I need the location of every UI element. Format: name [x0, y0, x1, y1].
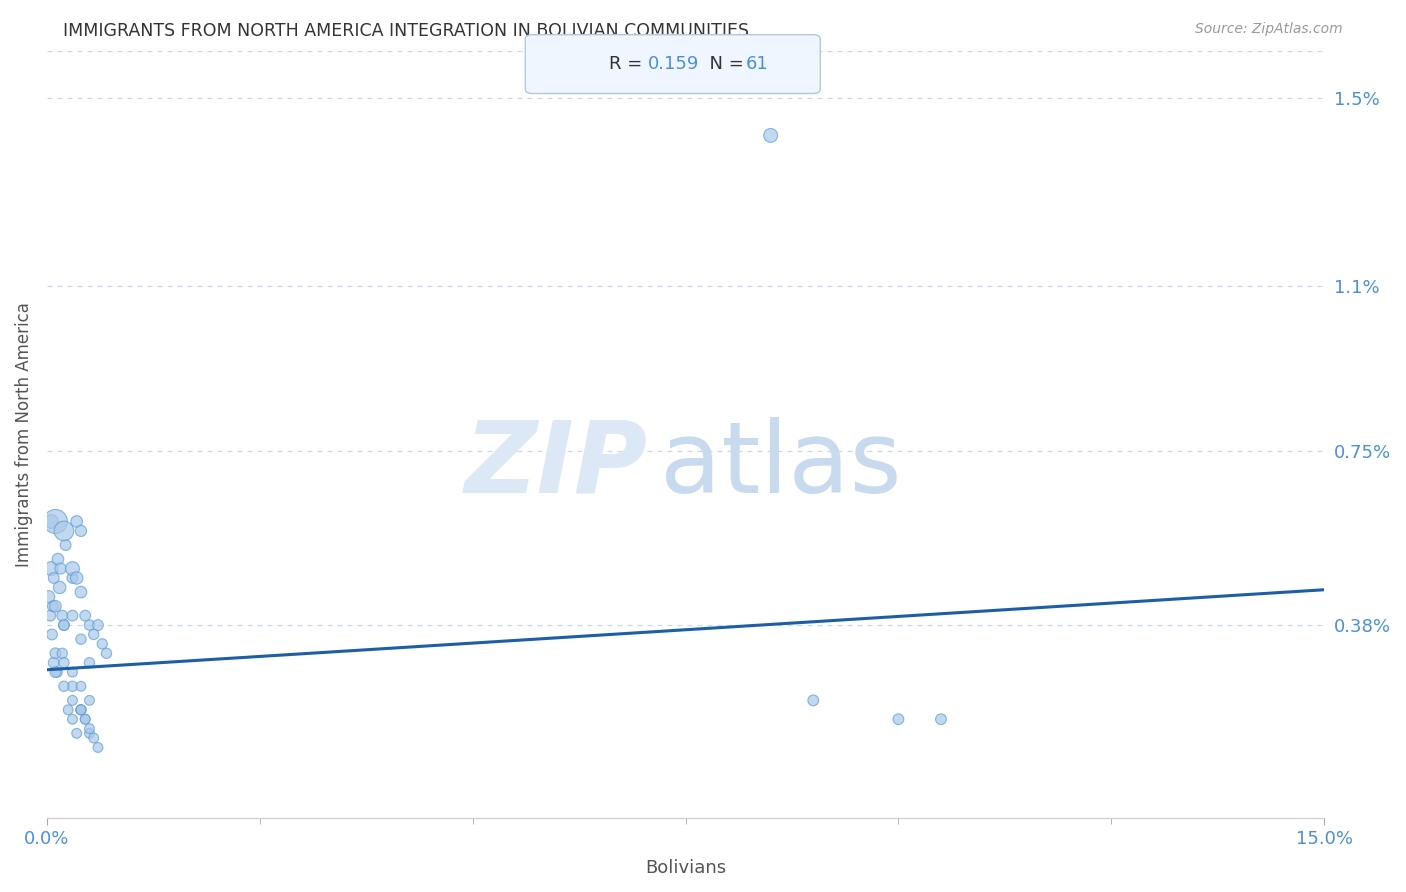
Point [46, 665, 69, 680]
Point [52, 618, 75, 632]
Point [62, 693, 84, 707]
Point [759, 128, 782, 143]
Point [44, 599, 66, 614]
Point [83, 627, 105, 641]
Point [42, 656, 65, 670]
Point [66, 726, 89, 740]
Point [79, 618, 101, 632]
Point [52, 618, 75, 632]
Point [83, 731, 105, 745]
Point [49, 561, 72, 575]
Point [70, 703, 93, 717]
Point [62, 712, 84, 726]
Text: atlas: atlas [659, 417, 901, 514]
Point [75, 712, 97, 726]
Point [52, 679, 75, 693]
Point [66, 515, 89, 529]
Point [42, 571, 65, 585]
Point [70, 585, 93, 599]
Point [51, 646, 73, 660]
Text: Source: ZipAtlas.com: Source: ZipAtlas.com [1195, 22, 1343, 37]
Point [44, 665, 66, 680]
Point [70, 703, 93, 717]
Point [44, 646, 66, 660]
Text: 61: 61 [745, 55, 769, 73]
Point [66, 571, 89, 585]
Point [79, 693, 101, 707]
Point [79, 656, 101, 670]
Y-axis label: Immigrants from North America: Immigrants from North America [15, 302, 32, 566]
Point [70, 679, 93, 693]
Point [41, 627, 63, 641]
Point [87, 740, 110, 755]
Point [62, 561, 84, 575]
Point [70, 703, 93, 717]
Point [62, 665, 84, 680]
Point [44, 515, 66, 529]
Point [75, 608, 97, 623]
Point [48, 581, 70, 595]
Point [62, 608, 84, 623]
Point [52, 524, 75, 538]
Point [70, 524, 93, 538]
Point [56, 703, 79, 717]
Point [75, 712, 97, 726]
Text: 0.159: 0.159 [647, 55, 699, 73]
Point [96, 646, 118, 660]
Point [46, 552, 69, 566]
Text: ZIP: ZIP [464, 417, 647, 514]
Point [929, 712, 952, 726]
Point [42, 599, 65, 614]
Point [55, 538, 77, 552]
Point [38, 590, 60, 604]
Point [39, 608, 62, 623]
Point [801, 693, 824, 707]
Text: R =: R = [609, 55, 648, 73]
Point [887, 712, 910, 726]
Text: IMMIGRANTS FROM NORTH AMERICA INTEGRATION IN BOLIVIAN COMMUNITIES: IMMIGRANTS FROM NORTH AMERICA INTEGRATIO… [63, 22, 749, 40]
Point [62, 679, 84, 693]
Point [70, 632, 93, 647]
Point [52, 656, 75, 670]
Point [39, 515, 62, 529]
Point [39, 561, 62, 575]
X-axis label: Bolivians: Bolivians [645, 859, 725, 877]
Point [51, 608, 73, 623]
Point [79, 726, 101, 740]
Text: N =: N = [697, 55, 749, 73]
Point [62, 571, 84, 585]
Point [91, 637, 114, 651]
Point [87, 618, 110, 632]
Point [79, 722, 101, 736]
